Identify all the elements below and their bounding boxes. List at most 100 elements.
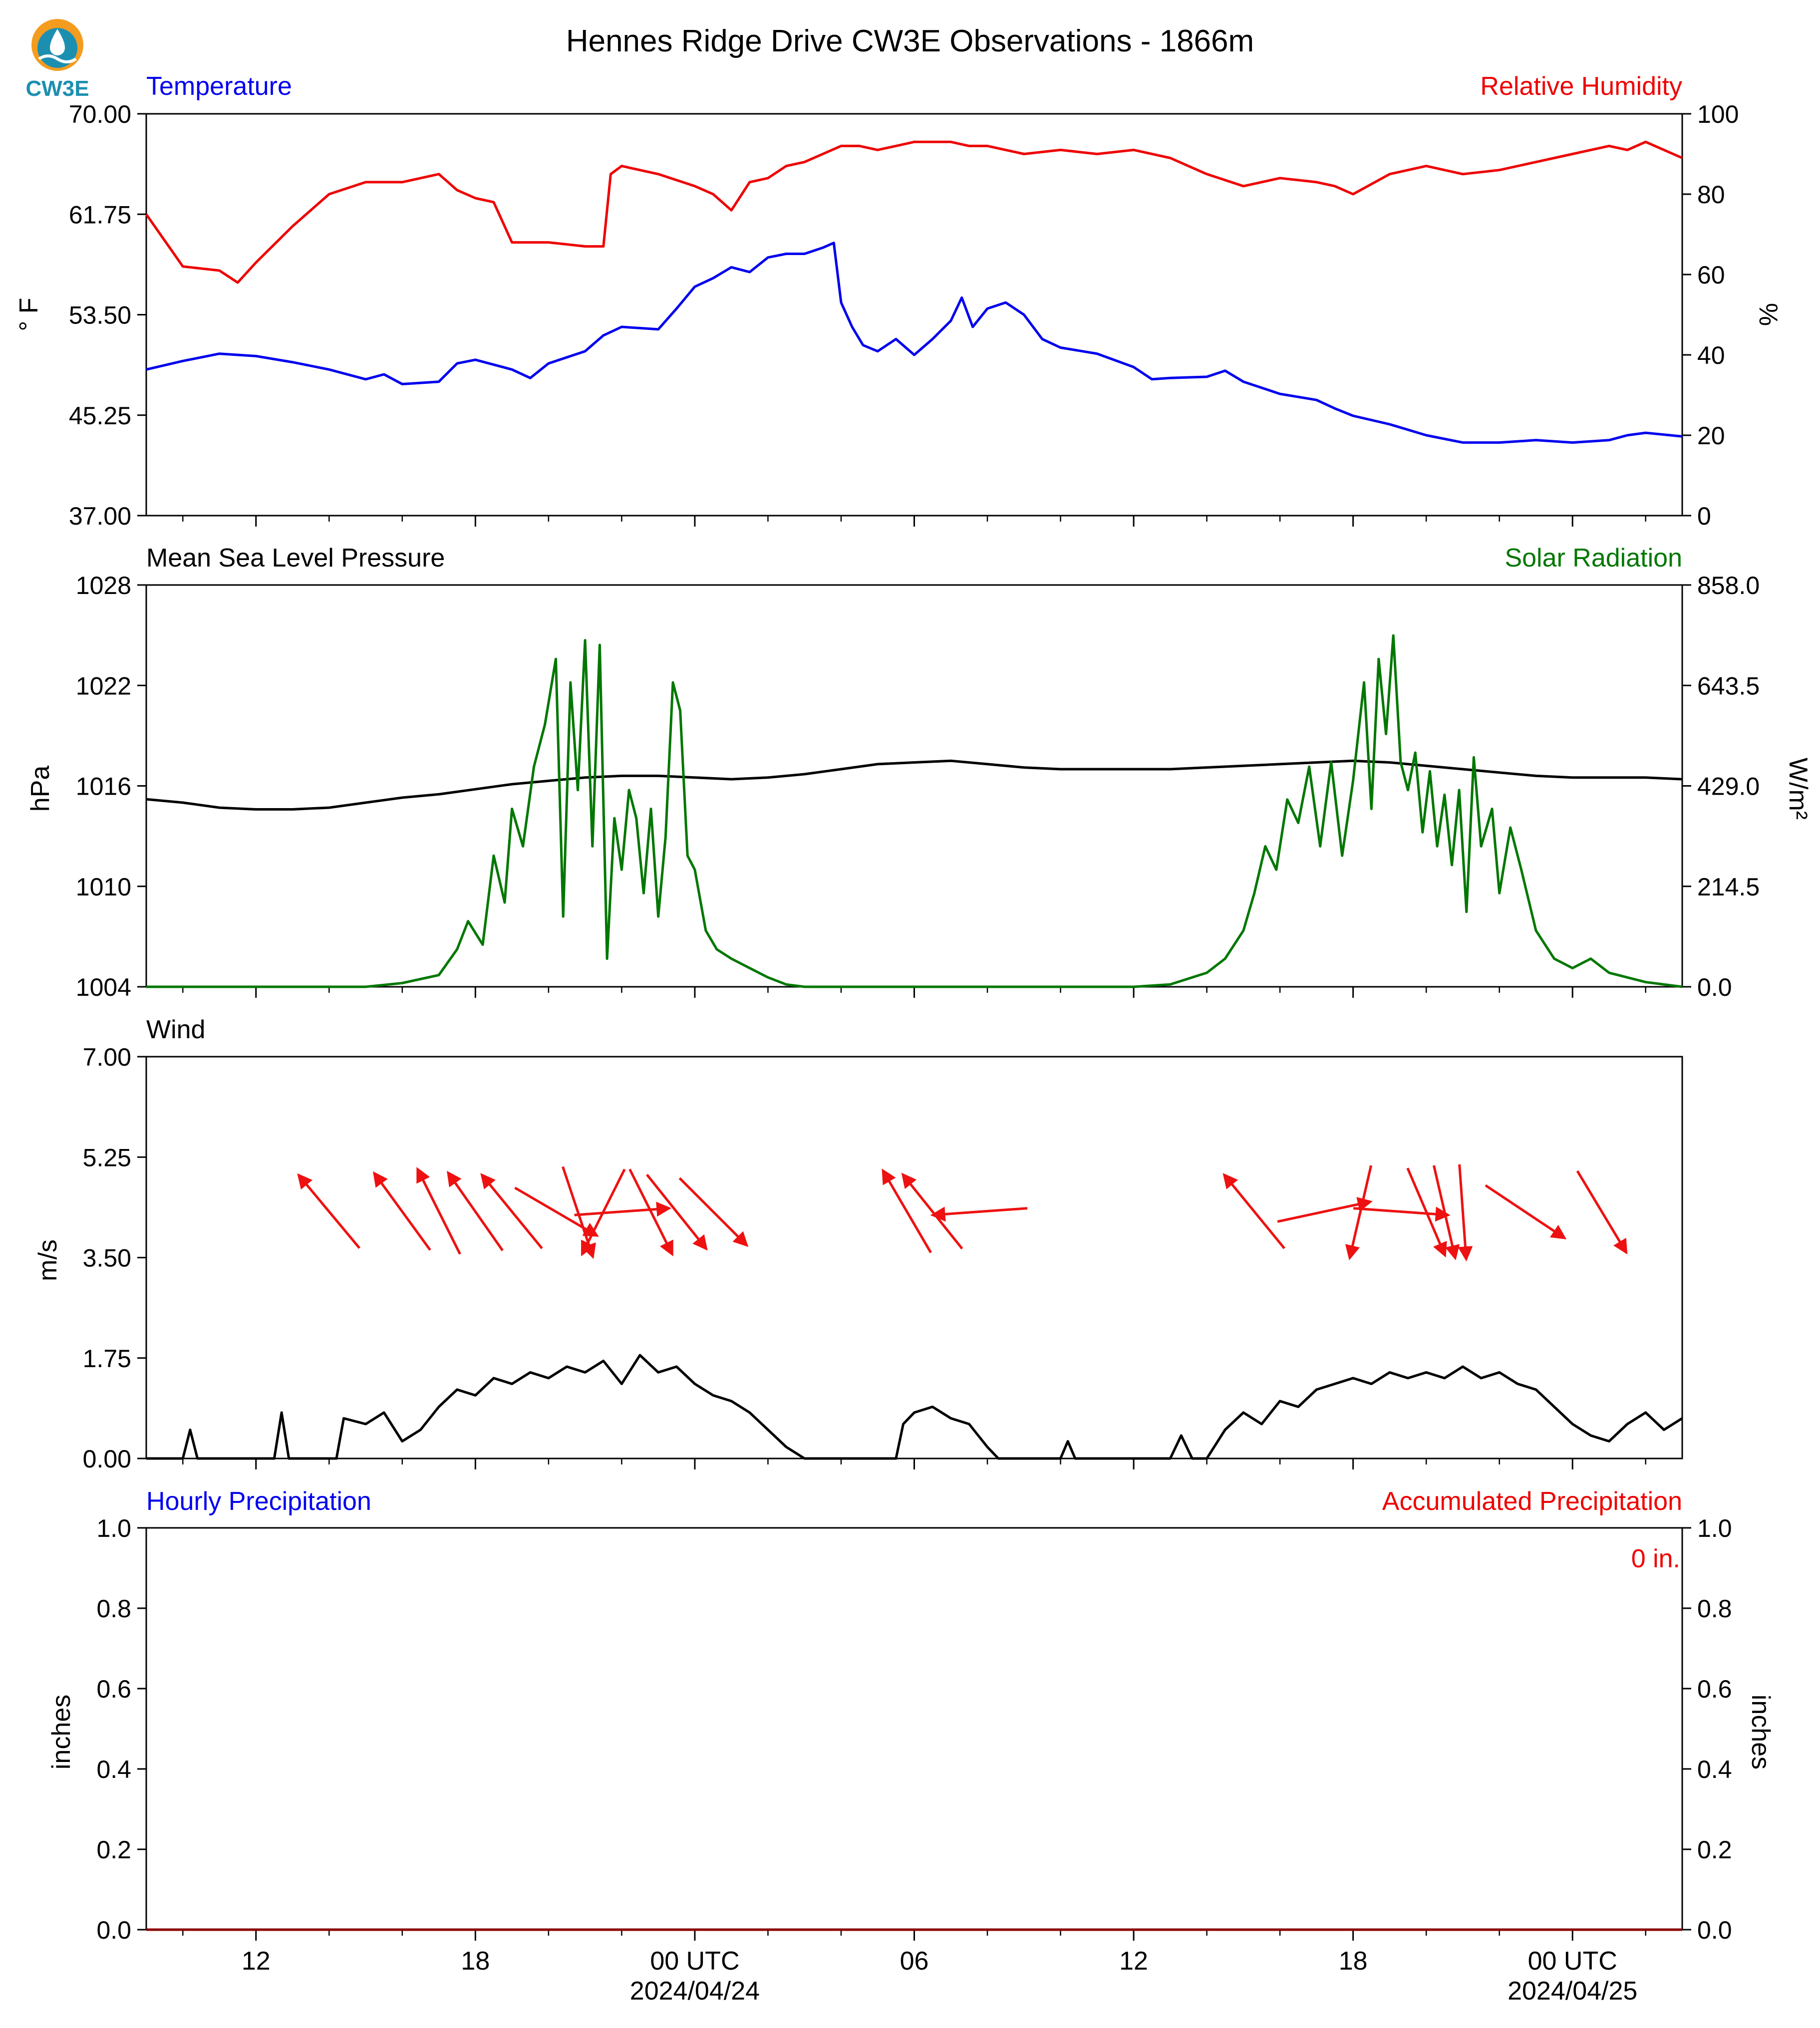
x-tick-label: 00 UTC [1528,1947,1617,1976]
wind-arrow [930,1206,1028,1222]
y-axis-label-right: W/m² [1784,758,1813,820]
y-tick-label-right: 60 [1697,261,1725,289]
x-tick-label: 12 [242,1947,271,1976]
panel-left-title: Temperature [146,72,292,101]
wind-arrow [901,1172,963,1250]
plot-frame [145,1056,1683,1459]
series-mean-sea-level-pressure [146,759,1683,811]
y-tick-label: 0.0 [96,1916,131,1944]
x-tick-label: 12 [1119,1947,1148,1976]
y-tick-label: 45.25 [69,402,131,430]
plot-frame [145,584,1683,988]
plot-area: 0.0 0.2 0.4 0.6 0.8 1.0 0.0 0.2 0.4 0.6 0.8 1.0 [96,1514,1732,1944]
y-tick-label: 3.50 [83,1244,131,1272]
logo-wave-icon [38,54,77,63]
panel-right-title: Accumulated Precipitation [1382,1487,1682,1516]
y-tick-label-right: 643.5 [1697,672,1760,700]
y-tick-label: 0.00 [83,1445,131,1473]
wind-arrow [1458,1164,1473,1262]
wind-arrow [1353,1206,1451,1222]
chart-title: Hennes Ridge Drive CW3E Observations - 1… [566,24,1254,58]
wind-arrow [1485,1184,1567,1239]
x-date-label: 2024/04/24 [630,1977,760,2006]
y-tick-label-right: 0.6 [1697,1675,1732,1703]
y-tick-label-right: 0.0 [1697,973,1732,1001]
series-solar-radiation [146,634,1683,988]
y-tick-label-right: 214.5 [1697,873,1760,901]
y-tick-label-right: 80 [1697,181,1725,209]
wind-arrow [373,1171,431,1251]
y-tick-label: 1028 [76,572,131,599]
panel-right-title: Solar Radiation [1505,544,1682,573]
y-tick-label-right: 0.4 [1697,1755,1732,1783]
y-axis-label: m/s [33,1239,62,1281]
wind-arrow [480,1173,543,1249]
y-tick-label: 70.00 [69,100,131,128]
wind-arrow [628,1168,673,1256]
panel-right-title: Relative Humidity [1480,72,1682,101]
y-tick-label: 7.00 [83,1043,131,1071]
plot-area: 37.00 45.25 53.50 61.75 70.00 0 20 40 60 80 100 [69,100,1739,530]
wind-arrow [1433,1165,1460,1260]
y-tick-label: 61.75 [69,201,131,229]
y-tick-label: 5.25 [83,1144,131,1171]
wind-arrow [1222,1173,1285,1249]
y-tick-label: 0.4 [96,1755,131,1783]
wind-arrow [678,1177,749,1247]
y-tick-label-right: 0.0 [1697,1916,1732,1944]
wind-arrow [1406,1167,1447,1258]
panel-temperature-humidity: Temperature Relative Humidity ° F % 37.0… [14,72,1783,530]
logo-text: CW3E [25,76,89,101]
y-tick-label: 0.6 [96,1675,131,1703]
wind-arrow [416,1167,461,1255]
y-tick-label: 0.2 [96,1836,131,1864]
panel-left-title: Wind [146,1015,205,1044]
y-tick-label: 1.75 [83,1345,131,1373]
panel-pressure-solar: Mean Sea Level Pressure Solar Radiation … [26,544,1813,1001]
panel-left-title: Mean Sea Level Pressure [146,544,445,573]
y-tick-label-right: 858.0 [1697,572,1760,599]
x-tick-label: 18 [461,1947,490,1976]
plot-area: 1004 1010 1016 1022 1028 0.0 214.5 429.0 643.5 85… [76,572,1760,1001]
wind-arrow [447,1170,504,1251]
wind-arrow [574,1201,672,1217]
wind-arrow [1576,1170,1628,1255]
accumulated-precip-annotation: 0 in. [1631,1544,1680,1573]
x-tick-label: 06 [900,1947,929,1976]
panel-left-title: Hourly Precipitation [146,1487,371,1516]
y-tick-label-right: 0.2 [1697,1836,1732,1864]
y-axis-label: ° F [14,297,43,331]
plot-area: 0.00 1.75 3.50 5.25 7.00 [83,1043,1683,1473]
y-axis-label-right: inches [1746,1695,1775,1769]
series-relative-humidity [145,140,1683,284]
y-tick-label: 1016 [76,773,131,801]
wind-arrow [297,1173,361,1249]
panel-wind: Wind m/s 0.00 1.75 3.50 5.25 7.00 [33,1015,1683,1473]
y-tick-label-right: 20 [1697,422,1725,450]
y-tick-label: 1022 [76,672,131,700]
plot-frame [145,113,1683,517]
y-tick-label-right: 40 [1697,341,1725,369]
wind-arrow [1277,1197,1373,1223]
y-tick-label-right: 100 [1697,100,1739,128]
y-tick-label-right: 0.8 [1697,1595,1732,1623]
panel-precipitation: Hourly Precipitation Accumulated Precipi… [47,1487,1775,1944]
y-tick-label-right: 0 [1697,502,1711,530]
x-tick-label: 00 UTC [650,1947,739,1976]
series-wind [146,1354,1683,1460]
y-axis-label: hPa [26,766,55,812]
y-tick-label: 0.8 [96,1595,131,1623]
y-tick-label: 1004 [76,973,131,1001]
wind-arrow [645,1173,708,1251]
logo-drop-icon [50,29,65,55]
y-tick-label: 37.00 [69,502,131,530]
wind-arrow [1345,1165,1373,1260]
plot-frame [145,1527,1683,1931]
y-axis-label: inches [47,1695,76,1769]
cw3e-logo: CW3E [25,19,89,101]
wind-arrow [581,1168,626,1256]
y-tick-label: 1010 [76,873,131,901]
y-tick-label-right: 429.0 [1697,773,1760,801]
